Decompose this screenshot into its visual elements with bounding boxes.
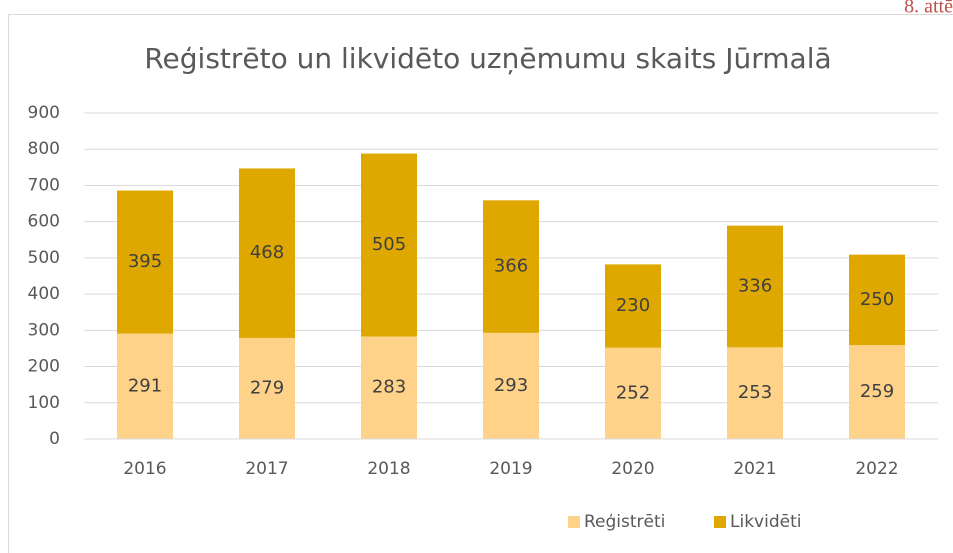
bar-segment — [117, 190, 173, 334]
bar-segment — [605, 347, 661, 439]
data-label: 253 — [738, 382, 772, 403]
y-tick-label: 0 — [49, 429, 60, 449]
x-tick-label: 2019 — [489, 459, 532, 479]
bar-segment — [361, 153, 417, 337]
annotation: 8. attē — [904, 0, 953, 18]
legend-swatch — [568, 516, 580, 528]
data-label: 230 — [616, 295, 650, 316]
bar-segment — [483, 332, 539, 439]
x-tick-label: 2017 — [245, 459, 288, 479]
data-label: 283 — [372, 377, 406, 398]
y-tick-label: 400 — [28, 284, 60, 304]
data-label: 250 — [860, 289, 894, 310]
y-tick-label: 900 — [28, 103, 60, 123]
x-tick-label: 2021 — [733, 459, 776, 479]
x-tick-label: 2020 — [611, 459, 654, 479]
x-tick-label: 2016 — [123, 459, 166, 479]
bar-segment — [239, 337, 295, 439]
data-label: 468 — [250, 242, 284, 263]
bar-segment — [117, 333, 173, 439]
bar-segment — [849, 254, 905, 346]
x-tick-label: 2018 — [367, 459, 410, 479]
x-tick-label: 2022 — [855, 459, 898, 479]
y-tick-label: 300 — [28, 320, 60, 340]
y-tick-label: 100 — [28, 393, 60, 413]
data-label: 293 — [494, 375, 528, 396]
data-label: 395 — [128, 251, 162, 272]
data-label: 279 — [250, 377, 284, 398]
bar-segment — [605, 264, 661, 348]
data-label: 366 — [494, 256, 528, 277]
bar-segment — [483, 200, 539, 333]
y-tick-label: 800 — [28, 139, 60, 159]
bar-segment — [239, 168, 295, 338]
y-tick-label: 600 — [28, 212, 60, 232]
bar-segment — [849, 345, 905, 439]
bar-segment — [361, 336, 417, 439]
legend-label: Likvidēti — [730, 512, 801, 532]
y-tick-label: 200 — [28, 357, 60, 377]
data-label: 505 — [372, 234, 406, 255]
data-label: 252 — [616, 382, 650, 403]
bar-segment — [727, 225, 783, 348]
chart-title: Reģistrēto un likvidēto uzņēmumu skaits … — [144, 42, 831, 75]
data-label: 259 — [860, 381, 894, 402]
y-tick-label: 500 — [28, 248, 60, 268]
legend-swatch — [714, 516, 726, 528]
bar-segment — [727, 347, 783, 439]
legend-label: Reģistrēti — [584, 512, 665, 532]
y-tick-label: 700 — [28, 175, 60, 195]
data-label: 336 — [738, 276, 772, 297]
data-label: 291 — [128, 375, 162, 396]
